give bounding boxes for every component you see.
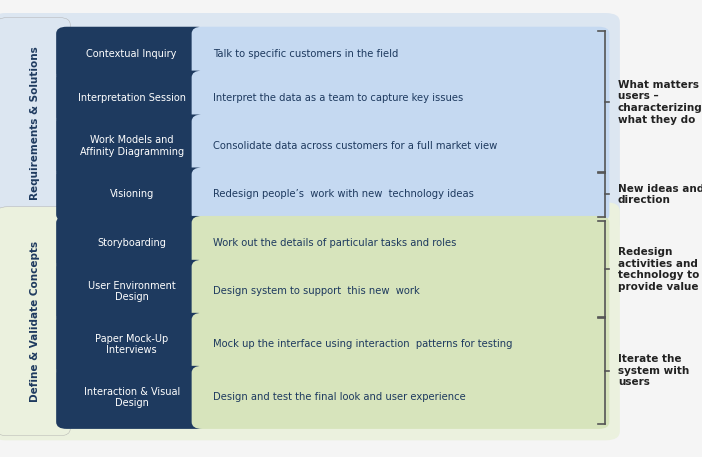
Text: Requirements & Solutions: Requirements & Solutions xyxy=(30,46,41,200)
Polygon shape xyxy=(121,263,143,266)
Text: What matters to
users –
characterizing
what they do: What matters to users – characterizing w… xyxy=(618,80,702,125)
Text: Interpretation Session: Interpretation Session xyxy=(78,93,185,102)
Text: Design and test the final look and user experience: Design and test the final look and user … xyxy=(213,393,465,402)
Text: Design system to support  this new  work: Design system to support this new work xyxy=(213,287,420,296)
Text: Iterate the
system with
users: Iterate the system with users xyxy=(618,354,689,388)
FancyBboxPatch shape xyxy=(0,207,70,436)
FancyBboxPatch shape xyxy=(192,27,609,80)
Text: Work out the details of particular tasks and roles: Work out the details of particular tasks… xyxy=(213,238,456,248)
FancyBboxPatch shape xyxy=(192,70,609,124)
Polygon shape xyxy=(121,316,143,319)
FancyBboxPatch shape xyxy=(0,202,620,440)
Polygon shape xyxy=(121,369,143,372)
FancyBboxPatch shape xyxy=(56,167,207,221)
Text: Consolidate data across customers for a full market view: Consolidate data across customers for a … xyxy=(213,141,497,151)
Text: Paper Mock-Up
Interviews: Paper Mock-Up Interviews xyxy=(95,334,168,355)
FancyBboxPatch shape xyxy=(192,313,609,376)
Text: Contextual Inquiry: Contextual Inquiry xyxy=(86,49,177,58)
FancyBboxPatch shape xyxy=(56,216,207,270)
Text: Visioning: Visioning xyxy=(110,190,154,199)
FancyBboxPatch shape xyxy=(56,27,207,80)
FancyBboxPatch shape xyxy=(192,260,609,323)
Polygon shape xyxy=(121,74,143,77)
FancyBboxPatch shape xyxy=(56,260,207,323)
Text: Interpret the data as a team to capture key issues: Interpret the data as a team to capture … xyxy=(213,93,463,102)
Text: Mock up the interface using interaction  patterns for testing: Mock up the interface using interaction … xyxy=(213,340,512,349)
Polygon shape xyxy=(121,171,143,174)
Polygon shape xyxy=(121,118,143,121)
FancyBboxPatch shape xyxy=(56,366,207,429)
Text: Redesign
activities and
technology to
provide value: Redesign activities and technology to pr… xyxy=(618,247,699,292)
Text: Define & Validate Concepts: Define & Validate Concepts xyxy=(30,241,41,402)
FancyBboxPatch shape xyxy=(192,167,609,221)
FancyBboxPatch shape xyxy=(56,313,207,376)
Text: Work Models and
Affinity Diagramming: Work Models and Affinity Diagramming xyxy=(79,135,184,157)
FancyBboxPatch shape xyxy=(192,366,609,429)
Text: Talk to specific customers in the field: Talk to specific customers in the field xyxy=(213,49,398,58)
FancyBboxPatch shape xyxy=(56,114,207,177)
Text: Interaction & Visual
Design: Interaction & Visual Design xyxy=(84,387,180,408)
FancyBboxPatch shape xyxy=(0,13,620,233)
FancyBboxPatch shape xyxy=(56,70,207,124)
Text: User Environment
Design: User Environment Design xyxy=(88,281,176,302)
Text: New ideas and
direction: New ideas and direction xyxy=(618,184,702,205)
FancyBboxPatch shape xyxy=(192,216,609,270)
FancyBboxPatch shape xyxy=(0,17,70,228)
Text: Storyboarding: Storyboarding xyxy=(97,238,166,248)
Text: Redesign people’s  work with new  technology ideas: Redesign people’s work with new technolo… xyxy=(213,190,474,199)
FancyBboxPatch shape xyxy=(192,114,609,177)
